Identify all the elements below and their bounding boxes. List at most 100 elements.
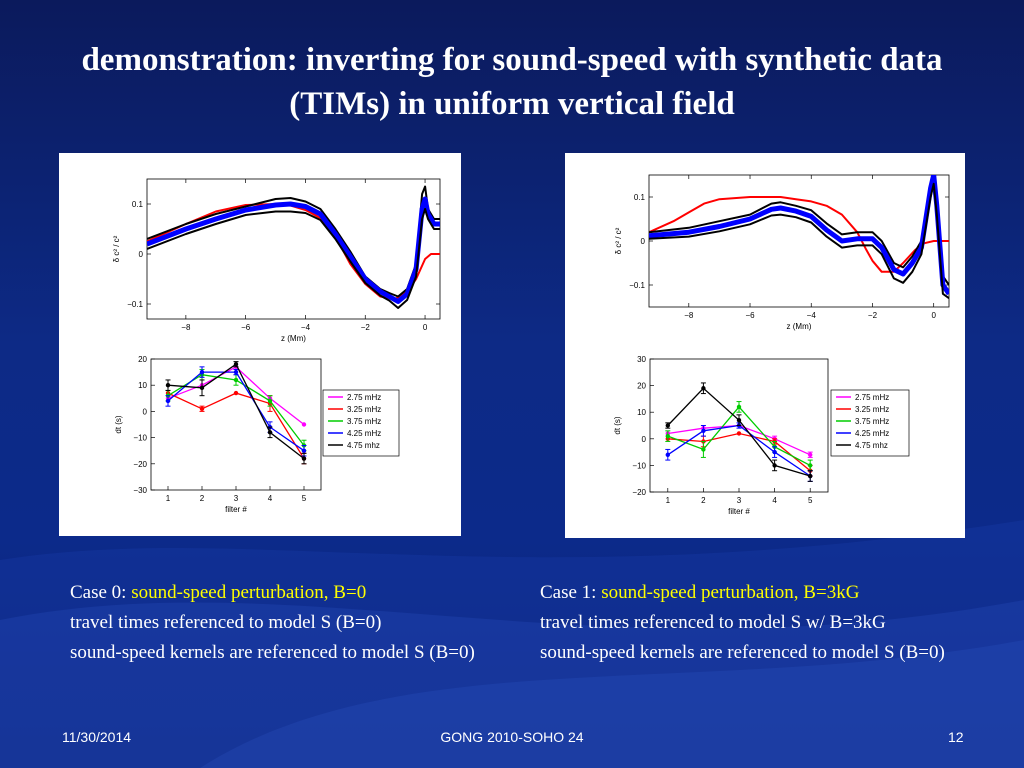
y-tick-label: −0.1 <box>629 281 645 290</box>
data-point <box>165 383 171 388</box>
profile-series-red-0 <box>649 196 949 273</box>
data-point <box>267 398 273 404</box>
x-tick-label: 5 <box>302 494 307 503</box>
profile-series-blue-2 <box>147 196 440 304</box>
legend: 2.75 mHz 3.25 mHz 3.75 mHz 4.25 mHz 4.75 mhz <box>322 389 400 457</box>
y-tick-label: −10 <box>133 434 147 443</box>
data-point <box>199 385 205 391</box>
x-tick-label: −8 <box>684 311 694 320</box>
legend-entry: 4.25 mHz <box>855 429 889 438</box>
case0-caption: Case 0: sound-speed perturbation, B=0 tr… <box>70 578 490 668</box>
y-tick-label: 10 <box>637 408 646 417</box>
case0-highlight: sound-speed perturbation, B=0 <box>131 582 367 603</box>
x-tick-label: −4 <box>807 311 817 320</box>
legend-entry: 2.75 mHz <box>347 393 381 402</box>
data-point <box>701 428 706 434</box>
slide-number: 12 <box>948 729 964 745</box>
data-point <box>233 369 239 375</box>
footer-date: 11/30/2014 <box>62 729 132 745</box>
y-tick-label: 0.1 <box>634 193 646 202</box>
x-tick-label: 4 <box>772 496 777 505</box>
case1-label: Case 1: <box>540 582 597 603</box>
data-point <box>165 398 171 404</box>
legend-entry: 3.25 mHz <box>347 405 381 414</box>
x-tick-label: −2 <box>361 323 371 332</box>
legend-entry: 3.75 mHz <box>347 417 381 426</box>
data-point <box>665 433 670 439</box>
data-point <box>808 463 813 468</box>
y-tick-label: 10 <box>138 381 147 390</box>
y-axis-label: δ c² / c² <box>112 235 121 262</box>
data-point <box>199 369 205 375</box>
x-axis-label: filter # <box>225 505 247 514</box>
data-point <box>267 430 273 435</box>
right-figure-panel: −8 −6 −4 −2 0 −0.1 0 0.1 z (Mm) δ c² / c² 1 2 3 4 5 −20… <box>565 153 965 538</box>
data-point <box>736 404 742 410</box>
x-tick-label: 0 <box>423 323 428 332</box>
x-axis-label: z (Mm) <box>787 322 812 331</box>
profile-series-black-3 <box>147 208 440 309</box>
right-figure: −8 −6 −4 −2 0−0.100.1z (Mm)δ c² / c²1 2 3 4 5−20… <box>613 174 950 516</box>
y-tick-label: −10 <box>632 461 646 470</box>
case0-label: Case 0: <box>70 582 127 603</box>
data-point <box>199 406 205 411</box>
legend-entry: 3.25 mHz <box>855 405 889 414</box>
y-tick-label: 20 <box>637 382 646 391</box>
case0-line3: sound-speed kernels are referenced to mo… <box>70 642 475 663</box>
plot-frame <box>648 174 950 308</box>
x-tick-label: 1 <box>166 494 171 503</box>
x-axis-label: filter # <box>728 507 750 516</box>
y-tick-label: 0 <box>642 435 647 444</box>
x-tick-label: 4 <box>268 494 273 503</box>
y-tick-label: 0 <box>641 237 646 246</box>
data-point <box>301 448 307 453</box>
left-figure-panel: −8 −6 −4 −2 0 −0.1 0 0.1 z (Mm) δ c² / c² 1 2 3 4 5 −30… <box>59 153 461 536</box>
case1-line2: travel times referenced to model S w/ B=… <box>540 612 886 633</box>
legend-entry: 3.75 mHz <box>855 417 889 426</box>
legend-entry: 4.75 mhz <box>855 441 888 450</box>
data-point <box>233 377 239 383</box>
legend-entry: 2.75 mHz <box>855 393 889 402</box>
profile-plot-0: −8 −6 −4 −2 0 −0.1 0 0.1 z (Mm) δ c² / c² <box>112 178 441 343</box>
x-tick-label: −8 <box>181 323 191 332</box>
profile-series-black-3 <box>649 182 949 300</box>
data-point <box>701 447 706 452</box>
x-tick-label: −4 <box>301 323 311 332</box>
x-tick-label: 2 <box>701 496 706 505</box>
data-point <box>665 423 670 428</box>
y-tick-label: −0.1 <box>127 300 143 309</box>
profile-series-group <box>147 185 440 309</box>
x-tick-label: 3 <box>737 496 742 505</box>
case1-line3: sound-speed kernels are referenced to mo… <box>540 642 945 663</box>
data-point <box>233 362 239 367</box>
data-point <box>701 386 706 391</box>
data-point <box>665 452 670 457</box>
y-axis-label: dt (s) <box>613 416 622 435</box>
y-tick-label: −30 <box>133 486 147 495</box>
data-point <box>736 431 742 436</box>
y-tick-label: 0.1 <box>132 200 144 209</box>
case0-line2: travel times referenced to model S (B=0) <box>70 612 382 633</box>
x-tick-label: 0 <box>931 311 936 320</box>
y-tick-label: 30 <box>637 355 646 364</box>
x-tick-label: −6 <box>241 323 251 332</box>
data-point <box>301 422 307 427</box>
y-tick-label: −20 <box>133 460 147 469</box>
footer-center: GONG 2010-SOHO 24 <box>440 729 584 745</box>
y-tick-label: 0 <box>139 250 144 259</box>
data-point <box>808 452 813 457</box>
profile-plot-2: −8 −6 −4 −2 0 −0.1 0 0.1 z (Mm) δ c² / c² <box>614 174 950 331</box>
legend-entry: 4.75 mhz <box>347 441 380 450</box>
x-tick-label: 2 <box>200 494 205 503</box>
y-axis-label: dt (s) <box>114 415 123 434</box>
x-tick-label: 5 <box>808 496 813 505</box>
y-tick-label: 0 <box>143 407 148 416</box>
x-tick-label: 3 <box>234 494 239 503</box>
x-tick-label: −6 <box>745 311 755 320</box>
profile-series-group <box>649 175 949 300</box>
data-point <box>772 449 777 455</box>
case1-highlight: sound-speed perturbation, B=3kG <box>601 582 860 603</box>
profile-series-blue-2 <box>649 175 949 296</box>
data-point <box>233 390 239 396</box>
legend: 2.75 mHz 3.25 mHz 3.75 mHz 4.25 mHz 4.75 mhz <box>830 389 910 457</box>
